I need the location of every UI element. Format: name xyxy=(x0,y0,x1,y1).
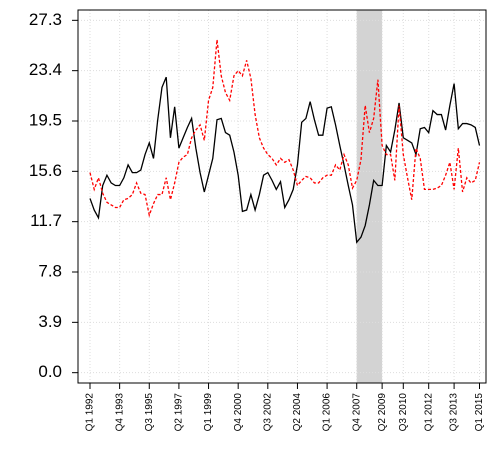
x-tick-label: Q1 1999 xyxy=(203,393,214,432)
y-tick-label: 19.5 xyxy=(29,110,62,129)
x-tick-label: Q3 1995 xyxy=(144,393,155,432)
y-tick-label: 0.0 xyxy=(38,362,62,381)
x-tick-label: Q2 2004 xyxy=(292,393,303,432)
x-tick-label: Q1 1992 xyxy=(85,393,96,432)
y-tick-label: 7.8 xyxy=(38,261,62,280)
x-tick-label: Q3 2013 xyxy=(449,393,460,432)
line-series xyxy=(89,39,481,218)
x-tick-label: Q3 2010 xyxy=(398,393,409,432)
x-tick-label: Q3 2002 xyxy=(262,393,273,432)
x-tick-label: Q1 2006 xyxy=(322,393,333,432)
y-tick-label: 11.7 xyxy=(30,211,62,230)
y-tick-label: 15.6 xyxy=(29,161,62,180)
x-tick-label: Q4 1993 xyxy=(114,393,125,432)
y-tick-label: 27.3 xyxy=(29,10,62,29)
x-tick-label: Q4 2007 xyxy=(351,393,362,432)
line-series xyxy=(89,76,481,244)
x-tick-label: Q2 2009 xyxy=(377,393,388,432)
x-tick-label: Q1 2015 xyxy=(474,393,485,432)
x-tick-label: Q4 2000 xyxy=(233,393,244,432)
x-tick-label: Q1 2012 xyxy=(423,393,434,432)
plot-frame xyxy=(77,9,487,384)
y-tick-label: 23.4 xyxy=(29,60,62,79)
y-tick-label: 3.9 xyxy=(38,312,62,331)
x-tick-label: Q2 1997 xyxy=(174,393,185,432)
shaded-period xyxy=(356,10,383,383)
